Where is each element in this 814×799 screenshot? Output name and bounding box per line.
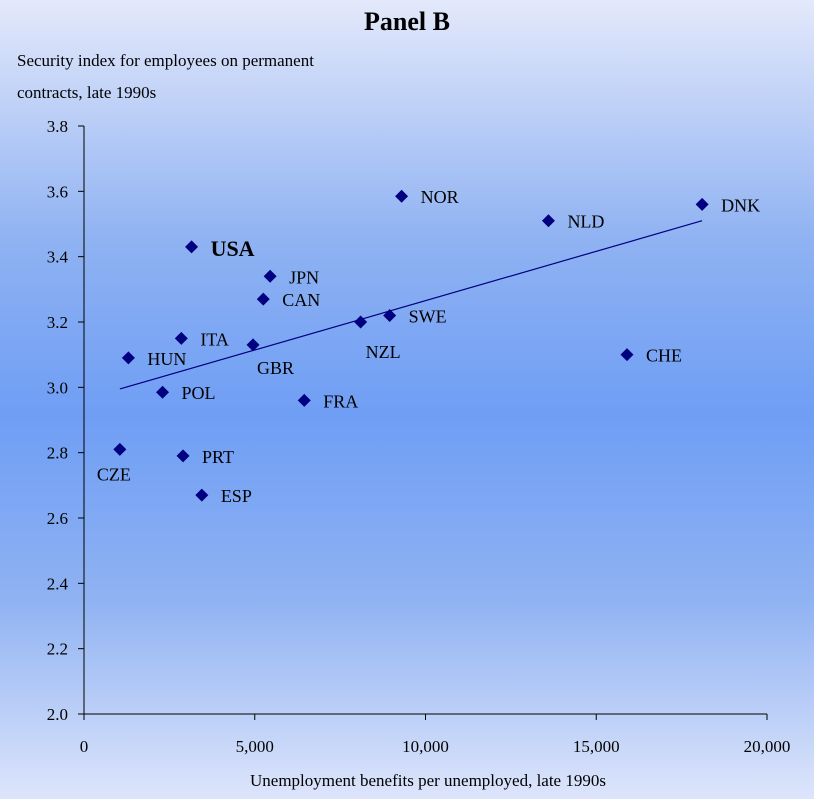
point-marker-can (256, 292, 270, 306)
y-tick-label: 3.8 (47, 117, 68, 136)
point-marker-nzl (354, 315, 368, 329)
point-marker-ita (174, 331, 188, 345)
point-label-ita: ITA (200, 329, 229, 349)
point-label-esp: ESP (221, 486, 252, 506)
point-marker-nld (541, 214, 555, 228)
point-marker-swe (383, 308, 397, 322)
point-marker-jpn (263, 269, 277, 283)
x-tick-label: 15,000 (573, 737, 620, 756)
point-marker-prt (176, 449, 190, 463)
point-label-can: CAN (282, 290, 320, 310)
point-label-dnk: DNK (721, 195, 760, 215)
x-tick-label: 20,000 (744, 737, 791, 756)
y-tick-label: 2.2 (47, 640, 68, 659)
point-marker-che (620, 348, 634, 362)
y-tick-label: 3.6 (47, 182, 68, 201)
axes: 2.0 2.2 2.4 2.6 2.8 3.0 3.2 3.4 3.6 3.8 0 5,000 10,0… (47, 117, 791, 756)
x-tick-label: 10,000 (402, 737, 449, 756)
y-tick-label: 3.4 (47, 248, 69, 267)
y-tick-label: 2.0 (47, 705, 68, 724)
trendline-group (119, 220, 703, 390)
trendline (119, 220, 703, 390)
x-tick-label: 5,000 (236, 737, 274, 756)
point-label-usa: USA (211, 236, 255, 261)
y-tick-label: 2.6 (47, 509, 68, 528)
point-label-nzl: NZL (366, 342, 401, 362)
x-tick-label: 0 (80, 737, 89, 756)
y-axis-label-line-2: contracts, late 1990s (17, 83, 156, 102)
point-marker-hun (121, 351, 135, 365)
point-marker-gbr (246, 338, 260, 352)
point-label-jpn: JPN (289, 267, 319, 287)
y-tick-label: 3.0 (47, 378, 68, 397)
point-label-nld: NLD (567, 212, 604, 232)
point-marker-cze (113, 442, 127, 456)
point-marker-dnk (695, 197, 709, 211)
point-marker-pol (156, 385, 170, 399)
point-label-pol: POL (182, 383, 216, 403)
y-tick-label: 3.2 (47, 313, 68, 332)
point-marker-nor (395, 189, 409, 203)
y-tick-label: 2.4 (47, 574, 69, 593)
point-label-gbr: GBR (257, 358, 294, 378)
y-axis-label-line-1: Security index for employees on permanen… (17, 51, 314, 70)
x-axis-label: Unemployment benefits per unemployed, la… (250, 771, 606, 790)
y-tick-label: 2.8 (47, 444, 68, 463)
point-label-nor: NOR (421, 187, 459, 207)
point-label-swe: SWE (409, 306, 447, 326)
point-marker-esp (195, 488, 209, 502)
chart-title: Panel B (364, 7, 450, 36)
point-label-che: CHE (646, 346, 682, 366)
point-label-hun: HUN (147, 349, 186, 369)
point-label-prt: PRT (202, 447, 234, 467)
point-label-cze: CZE (97, 464, 131, 484)
point-label-fra: FRA (323, 391, 358, 411)
point-marker-usa (185, 240, 199, 254)
point-marker-fra (297, 393, 311, 407)
data-points: CZE HUN POL ITA PRT USA ESP GBR CAN JPN FRA NZL SWE N… (97, 187, 760, 506)
